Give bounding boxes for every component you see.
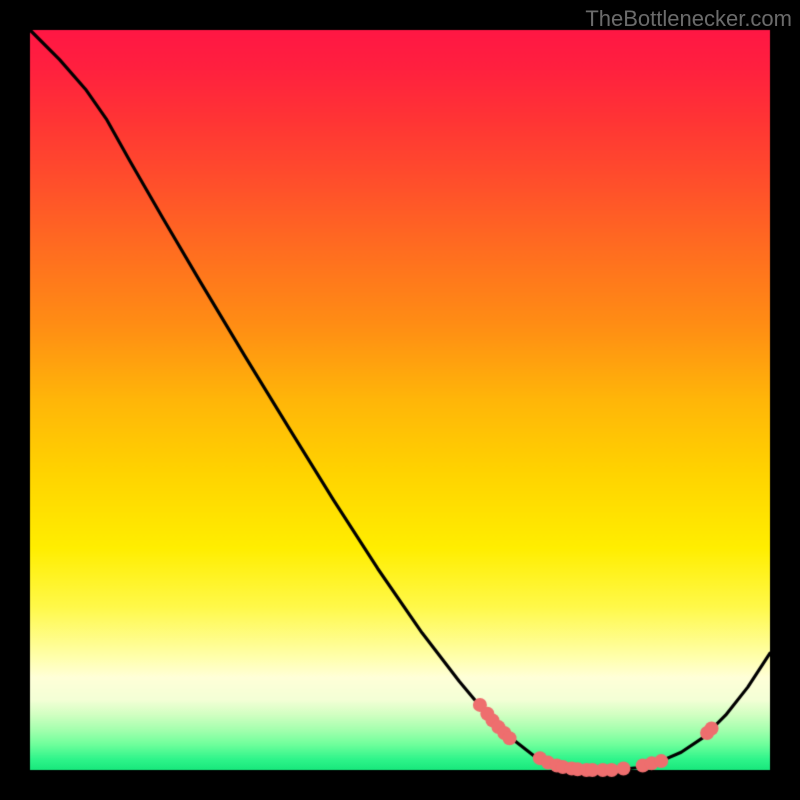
- bottleneck-curve-heatmap: [0, 0, 800, 800]
- watermark-text: TheBottlenecker.com: [585, 6, 792, 32]
